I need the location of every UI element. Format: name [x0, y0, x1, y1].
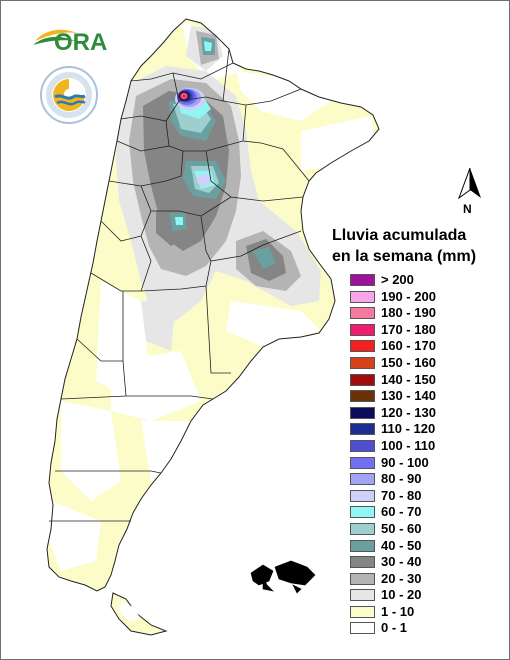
legend-label: 1 - 10	[381, 603, 415, 619]
legend-label: 30 - 40	[381, 554, 422, 570]
legend-label: 40 - 50	[381, 537, 422, 553]
legend-item: 90 - 100	[332, 454, 502, 473]
legend-label: 120 - 130	[381, 404, 436, 420]
legend-label: 190 - 200	[381, 288, 436, 304]
legend-item: 190 - 200	[332, 288, 502, 307]
north-arrow-icon	[457, 167, 481, 200]
legend-title: Lluvia acumulada en la semana (mm)	[332, 225, 502, 267]
legend-label: 10 - 20	[381, 587, 422, 603]
smn-seal-logo	[40, 66, 98, 124]
legend-item: 1 - 10	[332, 603, 502, 622]
legend-label: 160 - 170	[381, 338, 436, 354]
legend-swatch	[350, 307, 375, 320]
legend-swatch	[350, 290, 375, 303]
legend-item: 170 - 180	[332, 321, 502, 340]
legend-item: 100 - 110	[332, 437, 502, 456]
legend: Lluvia acumulada en la semana (mm) > 200…	[332, 225, 502, 638]
legend-item: 70 - 80	[332, 487, 502, 506]
legend-label: 0 - 1	[381, 620, 408, 636]
legend-item: 20 - 30	[332, 570, 502, 589]
legend-label: 70 - 80	[381, 487, 422, 503]
legend-label: 20 - 30	[381, 570, 422, 586]
tierra-del-fuego	[110, 592, 168, 636]
legend-label: 100 - 110	[381, 437, 436, 453]
legend-swatch	[350, 572, 375, 585]
legend-swatch	[350, 489, 375, 502]
legend-swatch	[350, 622, 375, 635]
legend-swatch	[350, 473, 375, 486]
legend-item: 80 - 90	[332, 471, 502, 489]
legend-swatch	[350, 423, 375, 436]
legend-swatch	[350, 456, 375, 469]
legend-label: 110 - 120	[381, 421, 436, 437]
legend-label: 50 - 60	[381, 520, 422, 536]
legend-label: 130 - 140	[381, 388, 436, 404]
legend-item: 130 - 140	[332, 388, 502, 406]
legend-label: 60 - 70	[381, 504, 422, 520]
legend-item: 60 - 70	[332, 504, 502, 522]
legend-label: > 200	[381, 272, 414, 287]
legend-item: 10 - 20	[332, 587, 502, 605]
country-outline	[46, 18, 380, 592]
legend-label: 90 - 100	[381, 454, 429, 470]
legend-swatch	[350, 274, 375, 286]
legend-item: > 200	[332, 272, 502, 290]
ora-leaf-logo	[33, 29, 77, 45]
legend-swatch	[350, 556, 375, 569]
legend-swatch	[350, 539, 375, 552]
legend-label: 180 - 190	[381, 305, 436, 321]
malvinas-islands	[250, 560, 316, 594]
legend-swatch	[350, 373, 375, 386]
legend-label: 170 - 180	[381, 321, 436, 337]
legend-swatch	[350, 506, 375, 519]
legend-label: 140 - 150	[381, 371, 436, 387]
legend-swatch	[350, 390, 375, 403]
legend-item: 150 - 160	[332, 354, 502, 373]
legend-swatch	[350, 522, 375, 535]
legend-items: > 200 190 - 200 180 - 190 170 - 180 160 - 17…	[332, 272, 502, 638]
legend-item: 30 - 40	[332, 554, 502, 572]
ora-logo-text: ORA	[54, 29, 108, 56]
legend-item: 120 - 130	[332, 404, 502, 423]
legend-item: 0 - 1	[332, 620, 502, 638]
legend-item: 180 - 190	[332, 305, 502, 323]
legend-label: 80 - 90	[381, 471, 422, 487]
legend-swatch	[350, 340, 375, 353]
legend-swatch	[350, 589, 375, 602]
legend-swatch	[350, 439, 375, 452]
legend-label: 150 - 160	[381, 354, 436, 370]
legend-item: 50 - 60	[332, 520, 502, 539]
legend-swatch	[350, 356, 375, 369]
legend-swatch	[350, 323, 375, 336]
legend-swatch	[350, 406, 375, 419]
province-boundaries	[49, 48, 310, 522]
north-label: N	[463, 202, 472, 216]
legend-title-line-2: en la semana (mm)	[332, 248, 477, 265]
legend-title-line-1: Lluvia acumulada	[332, 227, 467, 244]
legend-item: 110 - 120	[332, 421, 502, 439]
legend-swatch	[350, 605, 375, 618]
legend-item: 40 - 50	[332, 537, 502, 556]
legend-item: 160 - 170	[332, 338, 502, 356]
legend-item: 140 - 150	[332, 371, 502, 390]
